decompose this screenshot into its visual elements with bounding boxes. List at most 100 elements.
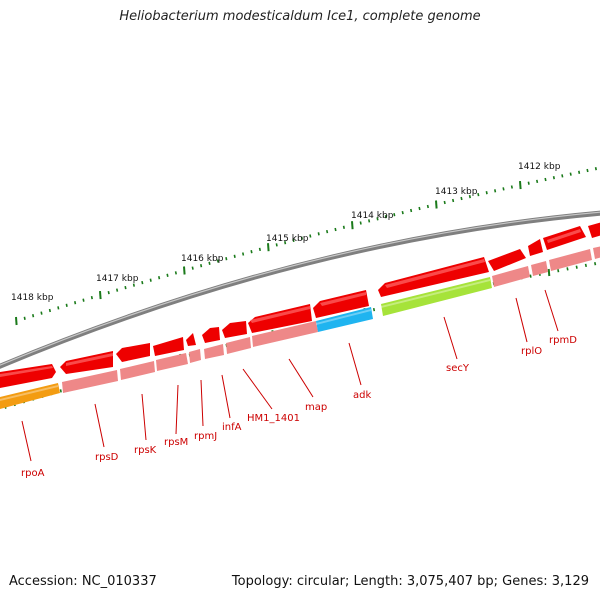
outer-minor-tick bbox=[384, 215, 387, 219]
outer-minor-tick bbox=[242, 252, 245, 256]
outer-minor-tick bbox=[32, 314, 35, 318]
outer-minor-tick bbox=[561, 174, 564, 178]
gene-arrow-rpmD bbox=[528, 239, 543, 256]
gene-label-rpoA: rpoA bbox=[21, 468, 45, 479]
outer-minor-tick bbox=[317, 232, 320, 236]
gene-label-map: map bbox=[305, 402, 327, 413]
gene-block-rpsK-shadow bbox=[120, 361, 155, 380]
outer-minor-tick bbox=[275, 243, 278, 247]
inner-minor-tick bbox=[529, 274, 532, 278]
outer-minor-tick bbox=[527, 181, 530, 185]
kbp-label-1416: 1416 kbp bbox=[181, 254, 224, 264]
outer-minor-tick bbox=[578, 170, 581, 174]
outer-minor-tick bbox=[250, 250, 253, 254]
outer-minor-tick bbox=[410, 208, 413, 213]
outer-minor-tick bbox=[200, 264, 203, 268]
inner-major-tick bbox=[547, 268, 551, 277]
outer-minor-tick bbox=[141, 280, 144, 285]
gene-block-rpoA-shadow bbox=[0, 383, 60, 409]
outer-minor-tick bbox=[368, 219, 371, 223]
outer-minor-tick bbox=[393, 213, 396, 217]
outer-minor-tick bbox=[107, 290, 110, 295]
outer-minor-tick bbox=[82, 298, 85, 302]
gene-label-rplO: rplO bbox=[521, 346, 542, 357]
outer-minor-tick bbox=[309, 234, 312, 238]
gene-block-secY bbox=[381, 277, 492, 316]
outer-minor-tick bbox=[300, 236, 303, 240]
outer-major-tick bbox=[519, 181, 522, 190]
outer-minor-tick bbox=[225, 257, 228, 261]
gene-label-rpsD: rpsD bbox=[95, 452, 119, 463]
gene-track-forward bbox=[0, 222, 600, 388]
kbp-labels: 1418 kbp 1417 kbp 1416 kbp 1415 kbp 1414… bbox=[11, 162, 561, 303]
outer-major-tick bbox=[351, 221, 354, 230]
gene-arrow-rpsK bbox=[116, 343, 150, 362]
outer-minor-tick bbox=[536, 179, 539, 184]
outer-minor-tick bbox=[208, 261, 211, 265]
outer-minor-tick bbox=[124, 285, 127, 290]
outer-minor-tick bbox=[132, 283, 135, 287]
inner-minor-tick bbox=[584, 263, 587, 268]
gene-block-adk bbox=[316, 307, 373, 332]
outer-minor-tick bbox=[116, 288, 119, 292]
gene-label-rpsM: rpsM bbox=[164, 437, 188, 448]
gene-block-rpmJ-shadow bbox=[189, 349, 201, 363]
outer-major-tick bbox=[183, 266, 186, 275]
outer-minor-tick bbox=[74, 301, 77, 305]
gene-label-rpmJ: rpmJ bbox=[194, 431, 217, 442]
outer-minor-tick bbox=[485, 191, 488, 195]
outer-minor-tick bbox=[544, 177, 547, 182]
gene-arrow-rpsD bbox=[60, 351, 113, 374]
gene-block-rpmD-shadow bbox=[531, 261, 548, 276]
gene-label-infA: infA bbox=[222, 422, 242, 433]
gene-label-secY: secY bbox=[446, 363, 470, 374]
gene-block-end-shadow bbox=[593, 246, 600, 259]
outer-minor-tick bbox=[90, 295, 93, 300]
outer-minor-tick bbox=[191, 266, 194, 270]
gene-block-rpsD-shadow bbox=[62, 370, 118, 393]
outer-minor-tick bbox=[292, 238, 295, 243]
outer-minor-tick bbox=[586, 168, 589, 173]
outer-minor-tick bbox=[569, 172, 572, 176]
outer-major-tick bbox=[435, 200, 438, 209]
gene-label-HM1_1401: HM1_1401 bbox=[247, 413, 300, 424]
outer-minor-tick bbox=[284, 241, 287, 245]
outer-minor-tick bbox=[359, 221, 362, 225]
outer-minor-tick bbox=[552, 176, 555, 180]
outer-minor-tick bbox=[376, 217, 379, 221]
outer-major-tick bbox=[99, 291, 102, 300]
outer-minor-tick bbox=[166, 273, 169, 277]
outer-minor-tick bbox=[149, 278, 152, 282]
kbp-label-1417: 1417 kbp bbox=[96, 274, 139, 284]
kbp-label-1412: 1412 kbp bbox=[518, 162, 561, 172]
outer-major-tick bbox=[15, 316, 18, 326]
outer-minor-tick bbox=[510, 185, 513, 189]
outer-minor-tick bbox=[48, 308, 51, 313]
gene-arrow-rpoA bbox=[0, 364, 56, 388]
gene-arrow-rpsM bbox=[153, 337, 184, 356]
outer-minor-tick bbox=[57, 306, 60, 310]
outer-minor-tick bbox=[426, 204, 429, 209]
gene-track-reverse bbox=[0, 246, 600, 409]
gene-arrow-HM1_1401 bbox=[222, 321, 247, 338]
inner-minor-tick bbox=[372, 307, 376, 312]
accession-text: Accession: NC_010337 bbox=[9, 574, 157, 589]
outer-minor-tick bbox=[477, 192, 480, 197]
gene-arrow-rplR bbox=[588, 222, 600, 238]
inner-minor-tick bbox=[566, 267, 569, 271]
outer-minor-tick bbox=[40, 311, 43, 315]
outer-minor-tick bbox=[258, 247, 261, 252]
inner-minor-tick bbox=[594, 262, 597, 266]
gene-labels: rpoA rpsD rpsK rpsM rpmJ infA HM1_1401 m… bbox=[21, 335, 577, 479]
gene-label-adk: adk bbox=[353, 390, 371, 401]
topology-text: Topology: circular; Length: 3,075,407 bp… bbox=[231, 574, 589, 589]
gene-block-HM1-shadow bbox=[226, 337, 251, 354]
outer-tick-ring bbox=[15, 167, 597, 326]
gene-block-rplO-shadow bbox=[492, 266, 530, 287]
outer-minor-tick bbox=[443, 200, 446, 205]
outer-minor-tick bbox=[494, 189, 497, 193]
outer-minor-tick bbox=[334, 227, 337, 232]
gene-block-map-shadow bbox=[252, 321, 318, 347]
outer-minor-tick bbox=[502, 187, 505, 191]
